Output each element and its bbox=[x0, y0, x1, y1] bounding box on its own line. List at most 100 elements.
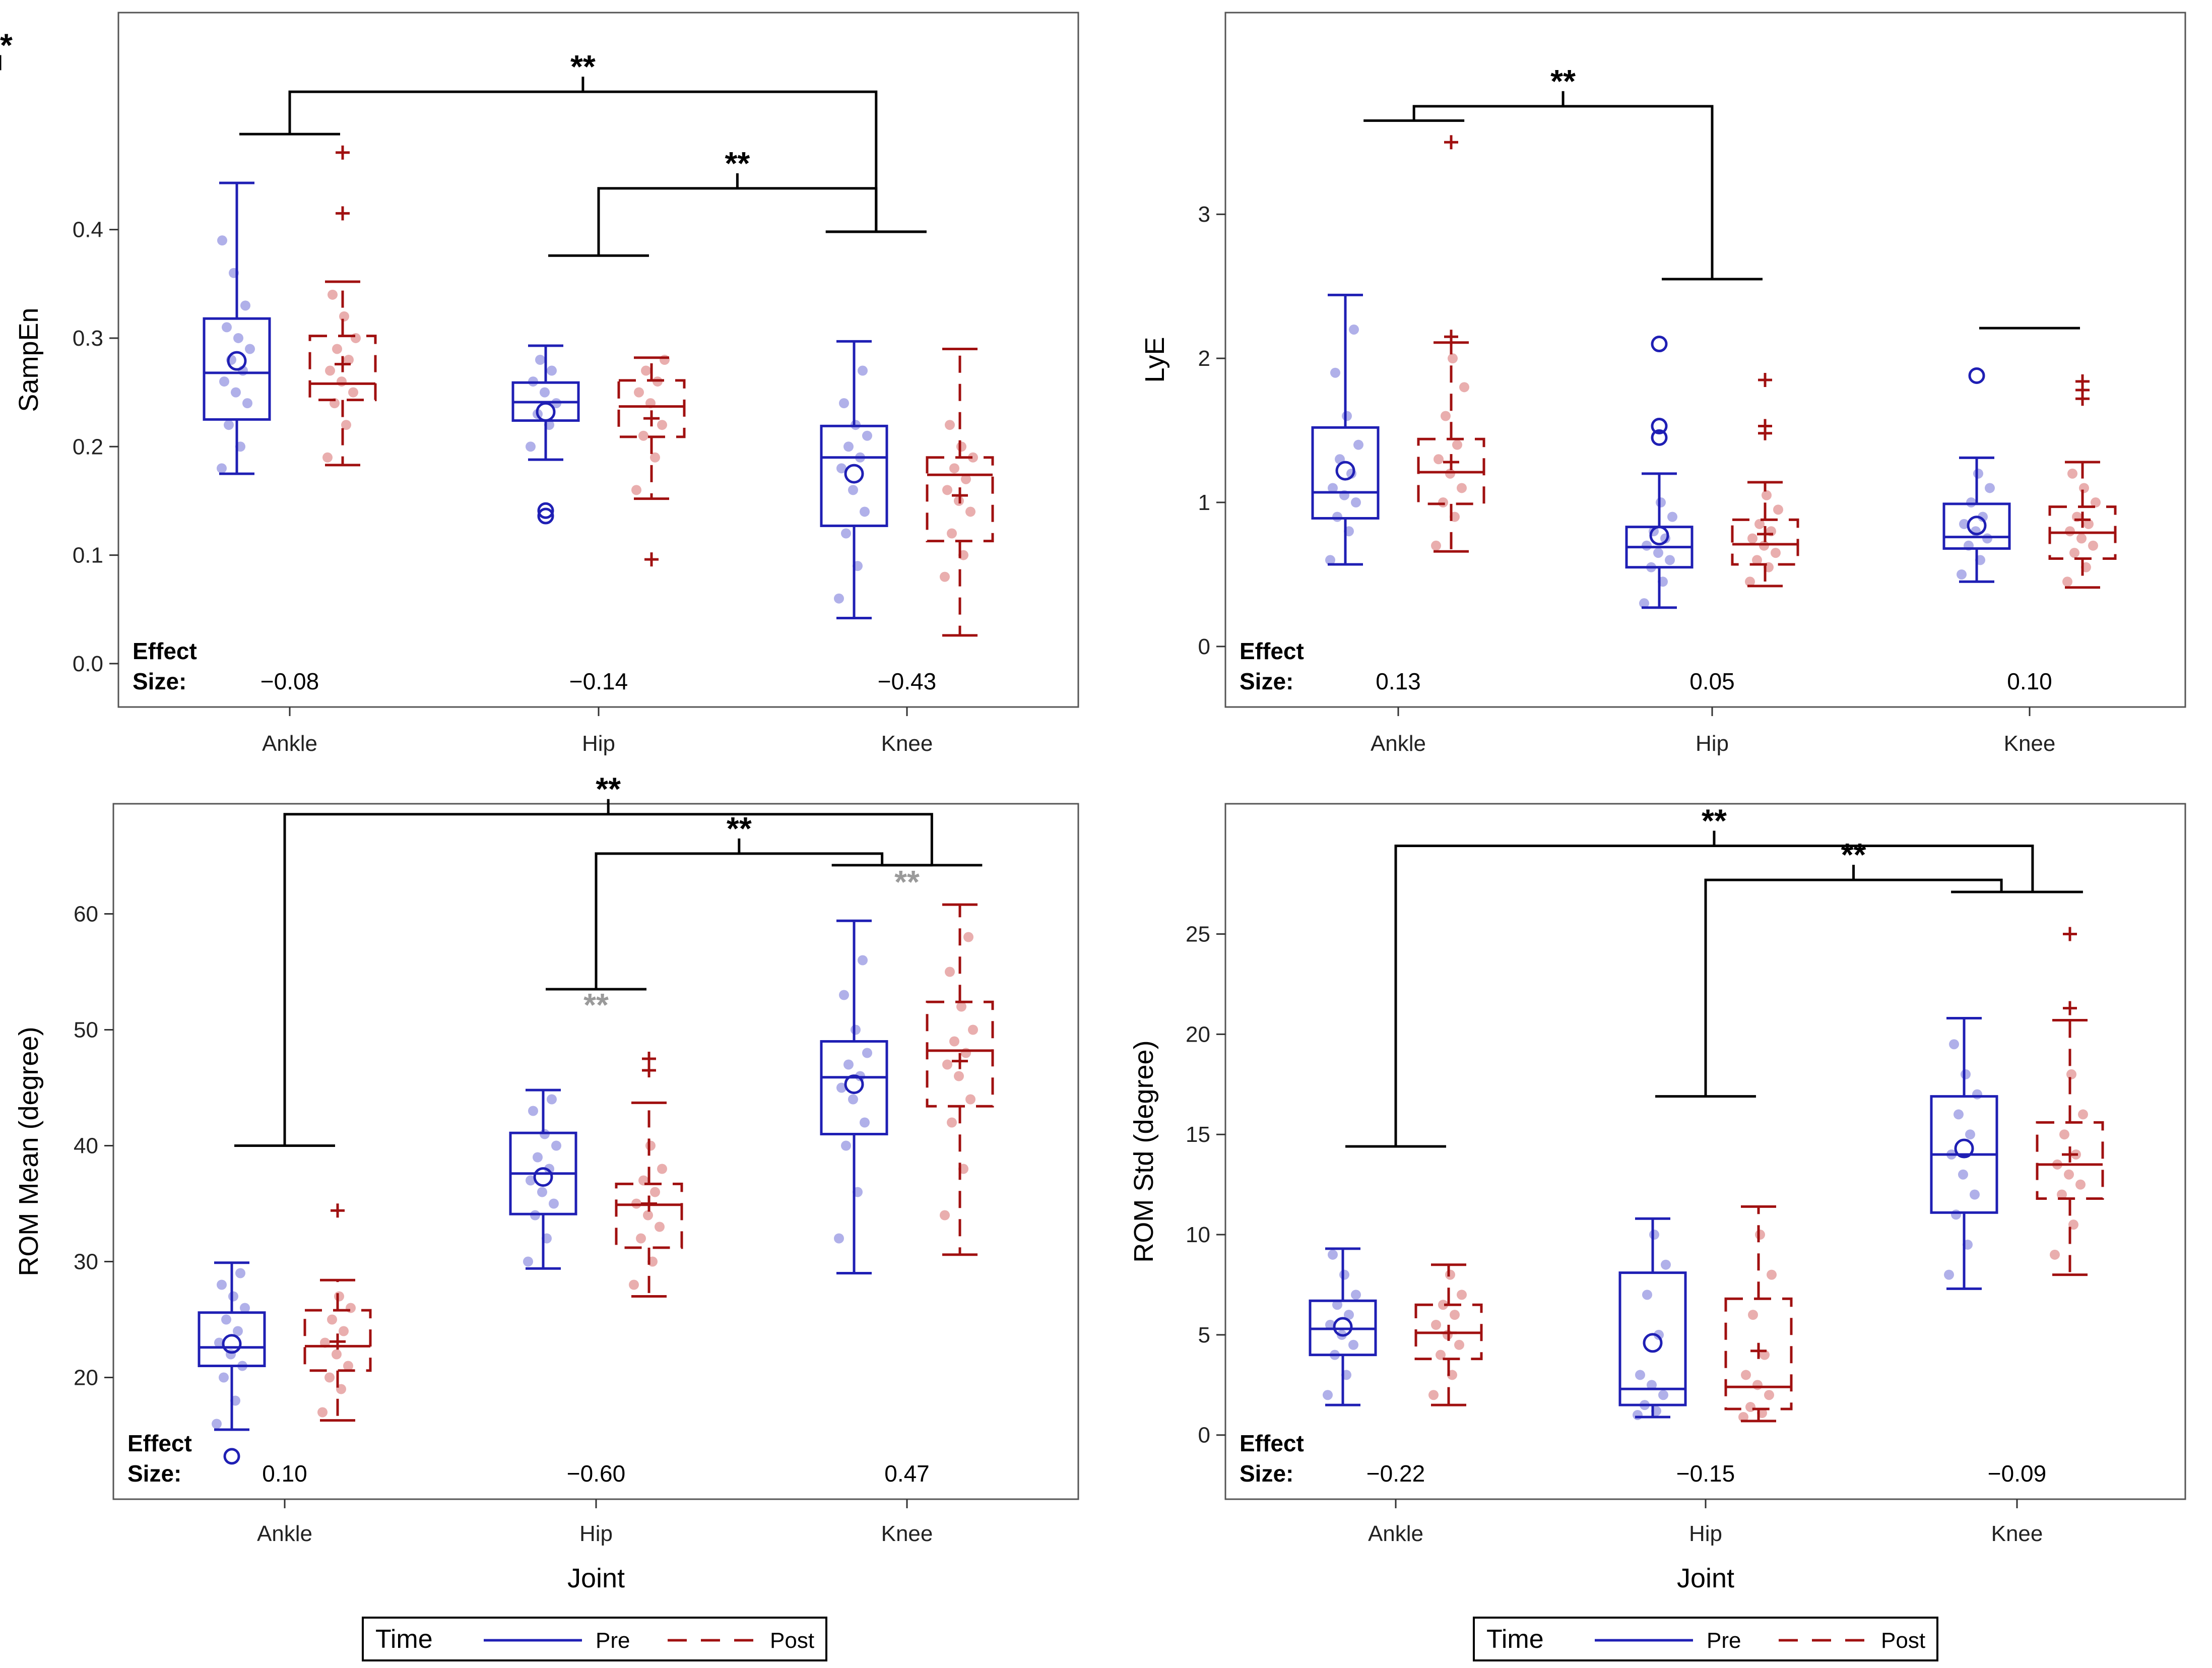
data-point bbox=[535, 355, 545, 365]
data-point bbox=[1431, 540, 1441, 551]
data-point bbox=[834, 593, 844, 604]
data-point bbox=[221, 1314, 231, 1325]
bracket-line bbox=[288, 90, 878, 232]
data-point bbox=[1944, 1269, 1954, 1280]
data-point bbox=[1639, 598, 1649, 609]
data-point bbox=[222, 322, 232, 333]
panel-rommean: 20 30 40 50 60 ROM Mean (degree) Ankle Hip Knee J… bbox=[14, 771, 1079, 1593]
mean-marker bbox=[1967, 516, 1987, 536]
data-point bbox=[843, 441, 854, 452]
outlier-marker bbox=[1651, 418, 1668, 435]
data-point bbox=[1351, 1290, 1361, 1300]
data-point bbox=[1344, 1310, 1354, 1320]
data-point bbox=[1951, 1209, 1961, 1220]
significance-stars: ** bbox=[1550, 63, 1576, 99]
y-tick-label: 0.0 bbox=[73, 652, 103, 676]
significance-stars-grey: ** bbox=[894, 864, 920, 900]
data-point bbox=[2088, 540, 2098, 551]
effect-size-value: 0.10 bbox=[262, 1460, 307, 1487]
data-point bbox=[1649, 1230, 1659, 1240]
x-tick-label-knee: Knee bbox=[881, 731, 933, 756]
box-knee-pre bbox=[1942, 367, 2011, 583]
data-point bbox=[2069, 548, 2079, 558]
data-point bbox=[1342, 411, 1352, 421]
x-tick-label-ankle: Ankle bbox=[1371, 731, 1426, 756]
iqr-box bbox=[926, 1000, 994, 1108]
outlier-marker bbox=[1758, 373, 1772, 388]
significance-bracket: ** bbox=[1655, 837, 2052, 1098]
data-point bbox=[1633, 1409, 1643, 1420]
x-tick-label-knee: Knee bbox=[881, 1521, 933, 1546]
effect-size-value: 0.10 bbox=[2007, 668, 2052, 694]
iqr-box bbox=[303, 1309, 372, 1372]
data-point bbox=[337, 376, 347, 387]
data-point bbox=[2066, 1069, 2076, 1079]
data-point bbox=[332, 1349, 342, 1360]
data-point bbox=[547, 365, 557, 376]
data-point bbox=[1754, 519, 1765, 529]
data-point bbox=[956, 1001, 966, 1012]
mean-marker bbox=[1750, 1342, 1767, 1359]
data-point bbox=[1982, 533, 1992, 544]
plot-frame bbox=[117, 12, 1079, 708]
data-point bbox=[1452, 439, 1462, 450]
iqr-box bbox=[198, 1311, 266, 1367]
data-point bbox=[1332, 511, 1342, 522]
data-point bbox=[1661, 1259, 1671, 1270]
data-point bbox=[1665, 555, 1675, 565]
mean-marker bbox=[222, 1334, 242, 1354]
data-point bbox=[1325, 1320, 1335, 1330]
data-point bbox=[965, 506, 975, 517]
mean-marker bbox=[2074, 511, 2091, 528]
outlier-marker bbox=[2075, 374, 2090, 389]
data-point bbox=[1748, 1310, 1758, 1320]
data-point bbox=[235, 1268, 245, 1278]
y-tick-label: 0 bbox=[1198, 634, 1210, 659]
mean-marker bbox=[1954, 1138, 1974, 1159]
y-tick-label: 50 bbox=[74, 1018, 98, 1043]
data-point bbox=[1755, 1230, 1765, 1240]
data-point bbox=[858, 955, 868, 966]
significance-bracket: ** bbox=[239, 48, 927, 233]
bracket-line bbox=[1412, 105, 1714, 279]
data-point bbox=[217, 235, 227, 246]
legend-left-title: Time bbox=[375, 1625, 433, 1654]
data-point bbox=[1353, 439, 1363, 450]
data-point bbox=[1332, 1300, 1342, 1310]
data-point bbox=[1767, 1269, 1777, 1280]
box-ankle-post bbox=[1417, 135, 1485, 553]
effect-size-label: Effect bbox=[1240, 1430, 1304, 1456]
data-point bbox=[1954, 1109, 1964, 1120]
box-ankle-post bbox=[303, 1203, 372, 1422]
box-hip-pre bbox=[1625, 336, 1694, 609]
x-tick-label-hip: Hip bbox=[1689, 1521, 1722, 1546]
outlier-marker bbox=[1758, 419, 1772, 433]
mean-marker bbox=[536, 402, 556, 422]
data-point bbox=[1339, 1269, 1349, 1280]
y-axis-label: LyE bbox=[1140, 337, 1170, 382]
x-axis-label: Joint bbox=[567, 1563, 625, 1593]
data-point bbox=[526, 441, 536, 452]
mean-marker bbox=[641, 1195, 657, 1212]
data-point bbox=[2067, 468, 2077, 479]
panel-romstd: 0 5 10 15 20 25 ROM Std (degree) Ankle Hip Knee Jo… bbox=[1129, 803, 2186, 1593]
data-point bbox=[1457, 483, 1467, 493]
data-point bbox=[947, 528, 957, 539]
panel-lye: 0 1 2 3 LyE Ankle Hip Knee Effect Size: 0.13 0.05 0.… bbox=[0, 13, 2186, 756]
iqr-box bbox=[1942, 502, 2011, 550]
iqr-box bbox=[820, 1040, 888, 1135]
significance-stars: ** bbox=[1702, 803, 1727, 839]
data-point bbox=[1323, 1390, 1333, 1400]
data-point bbox=[1965, 1129, 1975, 1140]
data-point bbox=[968, 1024, 978, 1035]
significance-bracket: ** bbox=[234, 771, 983, 1147]
data-point bbox=[634, 387, 644, 398]
y-tick-label: 20 bbox=[1186, 1022, 1210, 1047]
data-point bbox=[1957, 569, 1967, 580]
effect-size-label: Effect bbox=[1240, 638, 1304, 664]
data-point bbox=[537, 1187, 547, 1197]
significance-bracket: ** bbox=[1345, 803, 2083, 1148]
data-point bbox=[224, 420, 234, 430]
data-point bbox=[327, 1314, 337, 1325]
data-point bbox=[2078, 1109, 2088, 1120]
